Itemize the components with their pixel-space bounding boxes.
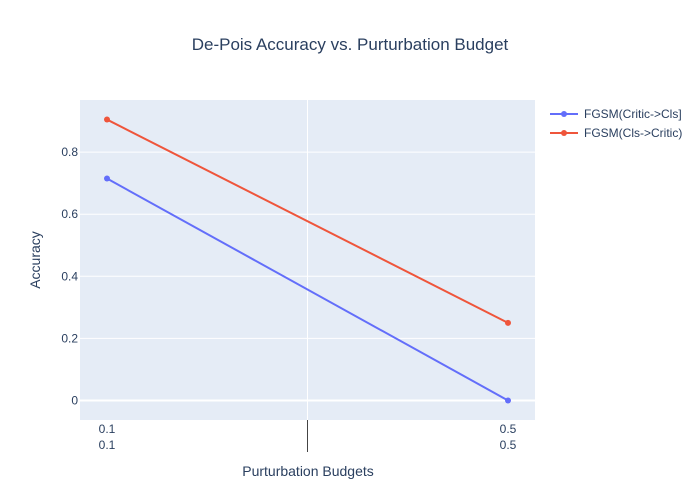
legend-marker [561, 130, 567, 136]
tick-labels: 0 0.2 0.4 0.6 0.8 0.1 0.5 0.1 0.5 [61, 145, 516, 452]
y-axis-title: Accuracy [27, 231, 43, 289]
x-tick-label-secondary: 0.1 [99, 438, 116, 452]
x-axis-title: Purturbation Budgets [242, 463, 374, 479]
y-tick-label: 0.6 [61, 207, 78, 221]
grid-lines [80, 100, 535, 420]
y-tick-label: 0 [71, 393, 78, 407]
x-tick-label: 0.5 [500, 422, 517, 436]
data-point [505, 397, 511, 404]
legend[interactable]: FGSM(Critic->Cls] FGSM(Cls->Critic) [550, 107, 682, 140]
data-point [104, 175, 110, 182]
y-tick-label: 0.4 [61, 269, 78, 283]
series-line-1 [106, 177, 509, 402]
series-layer [104, 116, 511, 404]
legend-label: FGSM(Critic->Cls] [584, 107, 682, 121]
data-point [505, 319, 511, 326]
legend-item[interactable]: FGSM(Cls->Critic) [550, 126, 682, 140]
series-line-2 [106, 118, 509, 324]
y-tick-label: 0.2 [61, 331, 78, 345]
x-tick-label: 0.1 [99, 422, 116, 436]
y-tick-label: 0.8 [61, 145, 78, 159]
legend-label: FGSM(Cls->Critic) [584, 126, 682, 140]
x-tick-label-secondary: 0.5 [500, 438, 517, 452]
legend-marker [561, 111, 567, 117]
data-point [104, 116, 110, 123]
legend-item[interactable]: FGSM(Critic->Cls] [550, 107, 682, 121]
chart-title: De-Pois Accuracy vs. Purturbation Budget [192, 35, 509, 54]
